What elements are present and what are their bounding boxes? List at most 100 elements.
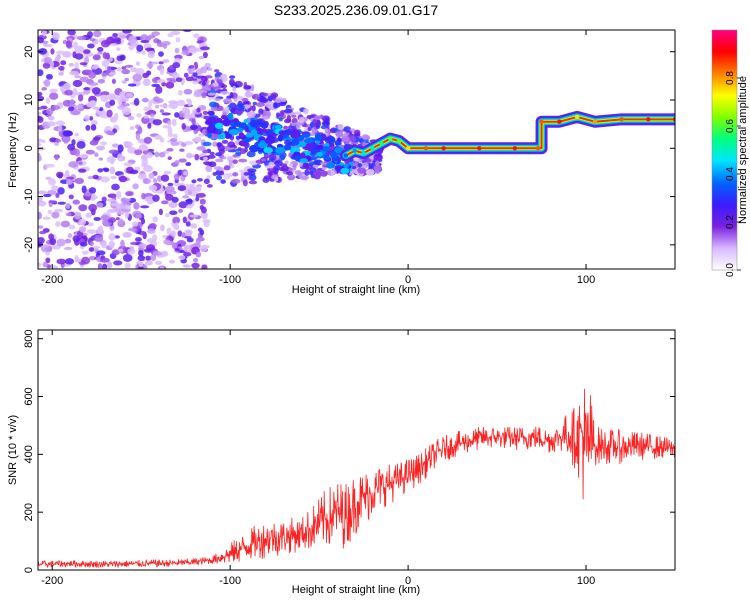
spectrogram-blob <box>72 199 81 205</box>
spectrogram-blob <box>78 218 87 226</box>
spectrogram-blob <box>83 114 90 122</box>
spectrogram-blob <box>286 174 296 181</box>
spectrogram-blob <box>92 174 99 180</box>
spectrogram-blob <box>52 32 60 41</box>
spectrogram-blob <box>94 234 104 243</box>
spectrogram-blob <box>243 118 250 124</box>
snr-x-tick-label: -200 <box>41 575 63 587</box>
spectrogram-y-tick-label: 10 <box>23 94 35 106</box>
spectrogram-blob <box>74 255 79 263</box>
spectrogram-blob <box>55 220 61 227</box>
spectrogram-blob <box>276 153 280 160</box>
snr-y-tick-label: 800 <box>23 329 35 347</box>
spectrogram-blob <box>357 167 367 174</box>
spectrogram-blob <box>236 127 244 133</box>
spectrogram-blob <box>56 238 66 247</box>
spectrogram-blob <box>178 89 183 96</box>
spectrogram-blob <box>215 174 223 181</box>
spectrogram-blob <box>258 108 264 115</box>
spectrogram-blob <box>162 43 167 49</box>
spectrogram-blob <box>374 153 382 158</box>
spectrogram-blob <box>220 179 226 184</box>
spectrogram-blob <box>106 156 116 163</box>
spectrogram-blob <box>133 98 140 106</box>
spectrogram-blob <box>101 72 108 77</box>
spectrogram-blob <box>162 59 170 63</box>
spectrogram-blob <box>152 234 158 242</box>
spectrogram-blob <box>38 138 43 143</box>
spectrogram-blob <box>337 123 344 131</box>
spectrogram-blob <box>232 85 237 92</box>
snr-series-line <box>38 388 675 569</box>
spectrogram-blob <box>123 162 133 166</box>
spectrogram-blob <box>178 201 188 209</box>
spectrogram-blob <box>141 50 146 55</box>
spectrogram-blob <box>54 154 59 161</box>
spectrogram-blob <box>159 266 165 269</box>
spectrogram-blob <box>57 187 65 195</box>
spectrogram-ridge-point <box>535 146 541 151</box>
spectrogram-blob <box>130 67 138 73</box>
spectrogram-blob <box>109 99 116 106</box>
spectrogram-blob <box>63 83 70 89</box>
spectrogram-blob <box>43 44 53 48</box>
spectrogram-blob <box>93 216 101 221</box>
spectrogram-blob <box>97 168 104 173</box>
spectrogram-blob <box>314 133 323 141</box>
spectrogram-blob <box>155 97 164 104</box>
spectrogram-blob <box>265 101 275 109</box>
spectrogram-blob <box>354 129 361 136</box>
spectrogram-blob <box>51 265 58 269</box>
spectrogram-blob <box>138 249 144 257</box>
spectrogram-blob <box>90 124 97 131</box>
spectrogram-blob <box>303 138 314 144</box>
spectrogram-blob <box>195 240 201 248</box>
spectrogram-blob <box>167 182 174 187</box>
spectrogram-blob <box>65 202 71 210</box>
spectrogram-blob <box>232 159 238 164</box>
spectrogram-blob <box>185 162 192 167</box>
spectrogram-blob <box>65 169 70 176</box>
spectrogram-blob <box>174 47 180 54</box>
spectrogram-blob <box>76 104 83 109</box>
spectrogram-blob <box>48 178 56 186</box>
spectrogram-blob <box>197 192 207 198</box>
spectrogram-blob <box>180 232 186 238</box>
spectrogram-ridge-point <box>397 138 402 144</box>
snr-y-axis-label: SNR (10 * v/v) <box>7 415 19 485</box>
colorbar-tick-label: 0.6 <box>725 119 736 133</box>
spectrogram-blob <box>113 260 123 266</box>
spectrogram-blob <box>243 171 249 176</box>
spectrogram-blob <box>204 62 211 68</box>
spectrogram-blob <box>299 158 308 164</box>
spectrogram-blob <box>125 141 133 147</box>
spectrogram-blob <box>307 127 312 131</box>
spectrogram-blob <box>343 163 349 169</box>
spectrogram-blob <box>47 209 53 215</box>
spectrogram-blob <box>147 200 153 205</box>
spectrogram-blob <box>155 104 160 109</box>
spectrogram-blob <box>72 41 79 50</box>
spectrogram-blob <box>68 161 79 168</box>
spectrogram-blob <box>128 35 137 44</box>
spectrogram-blob <box>124 77 129 82</box>
spectrogram-blob <box>152 119 162 126</box>
spectrogram-blob <box>304 143 315 149</box>
spectrogram-blob <box>313 115 322 121</box>
spectrogram-ridge-point <box>574 114 580 120</box>
spectrogram-ridge-point <box>370 146 375 151</box>
spectrogram-blob <box>260 121 269 129</box>
spectrogram-blob <box>181 122 186 130</box>
spectrogram-blob <box>43 79 51 87</box>
spectrogram-y-tick-label: -20 <box>23 237 35 253</box>
spectrogram-y-tick-label: 0 <box>23 145 35 151</box>
spectrogram-blob <box>87 175 95 180</box>
spectrogram-blob <box>159 68 165 75</box>
spectrogram-blob <box>108 233 116 241</box>
spectrogram-blob <box>222 156 227 160</box>
spectrogram-blob <box>206 154 216 159</box>
spectrogram-blob <box>55 120 66 126</box>
spectrogram-blob <box>111 78 116 85</box>
spectrogram-blob <box>249 144 259 153</box>
snr-y-tick-label: 400 <box>23 445 35 463</box>
